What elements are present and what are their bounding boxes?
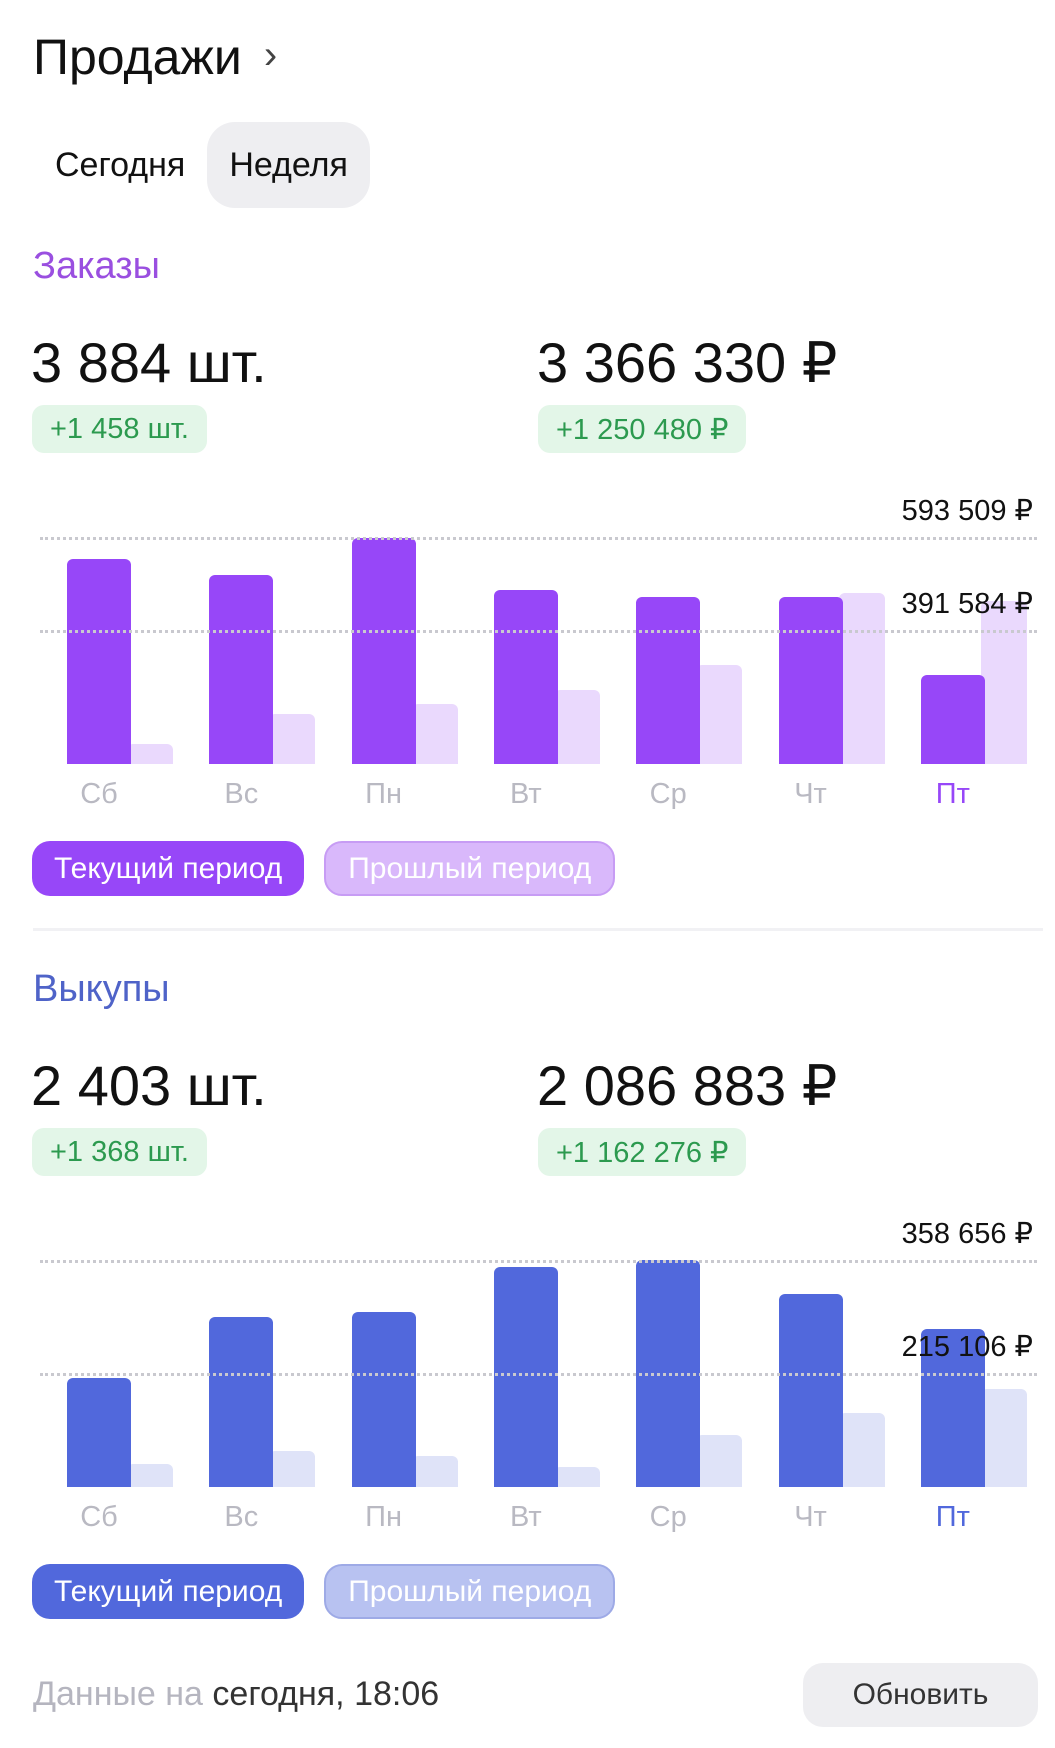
x-label: Вс — [224, 1501, 259, 1533]
gridline-label: 391 584 ₽ — [901, 588, 1033, 621]
legend-current-period[interactable]: Текущий период — [32, 1564, 305, 1619]
buyouts-sum: 2 086 883 ₽ — [537, 1054, 838, 1117]
bar-previous-0 — [127, 1464, 173, 1487]
orders-legend: Текущий период Прошлый период — [32, 841, 616, 896]
bar-previous-6 — [980, 600, 1027, 764]
orders-sum: 3 366 330 ₽ — [537, 331, 838, 394]
gridline — [40, 1260, 1037, 1263]
buyouts-quantity-delta: +1 368 шт. — [32, 1128, 207, 1176]
buyouts-sum-delta: +1 162 276 ₽ — [538, 1128, 747, 1176]
x-label: Пт — [935, 778, 970, 810]
x-label: Пн — [365, 1501, 403, 1533]
data-timestamp: Данные на сегодня, 18:06 — [33, 1675, 439, 1714]
bar-previous-4 — [696, 1435, 743, 1487]
x-label: Ср — [649, 1501, 687, 1533]
legend-previous-period[interactable]: Прошлый период — [324, 841, 616, 896]
x-label: Чт — [794, 1501, 827, 1533]
bar-previous-0 — [127, 744, 173, 764]
bar-previous-1 — [269, 1450, 316, 1487]
bar-previous-6 — [980, 1388, 1027, 1487]
sales-header[interactable]: Продажи › — [33, 28, 277, 86]
legend-current-period[interactable]: Текущий период — [32, 841, 305, 896]
bar-previous-1 — [269, 714, 316, 764]
gridline-label: 215 106 ₽ — [901, 1330, 1033, 1363]
gridline-label: 358 656 ₽ — [901, 1218, 1033, 1250]
x-label: Сб — [80, 1501, 118, 1533]
bar-current-2 — [351, 1312, 416, 1487]
bar-current-0 — [67, 1377, 131, 1487]
tab-today[interactable]: Сегодня — [55, 145, 186, 184]
bar-current-0 — [67, 559, 131, 764]
bar-current-5 — [778, 596, 843, 764]
bar-current-3 — [493, 590, 558, 764]
bar-current-5 — [778, 1293, 843, 1487]
tab-week[interactable]: Неделя — [207, 122, 370, 208]
bar-previous-5 — [838, 1413, 885, 1487]
gridline — [40, 537, 1037, 540]
x-label: Пн — [365, 778, 403, 810]
buyouts-quantity: 2 403 шт. — [31, 1054, 267, 1117]
bar-previous-5 — [838, 592, 885, 764]
buyouts-title: Выкупы — [33, 968, 170, 1010]
x-label: Чт — [794, 778, 827, 810]
legend-previous-period[interactable]: Прошлый период — [324, 1564, 616, 1619]
orders-quantity-delta: +1 458 шт. — [32, 405, 207, 453]
orders-quantity: 3 884 шт. — [31, 331, 267, 394]
bar-previous-4 — [696, 664, 743, 764]
x-label: Вт — [510, 778, 542, 810]
gridline — [40, 1372, 1037, 1376]
bar-previous-2 — [411, 703, 458, 764]
bar-current-2 — [351, 538, 416, 764]
x-label: Сб — [80, 778, 118, 810]
timestamp-prefix: Данные на — [33, 1675, 203, 1713]
bar-current-4 — [636, 596, 701, 764]
timestamp-value: сегодня, 18:06 — [212, 1675, 440, 1713]
bar-current-3 — [493, 1266, 558, 1487]
refresh-button[interactable]: Обновить — [803, 1663, 1038, 1727]
bar-previous-3 — [553, 1466, 600, 1487]
gridline-label: 593 509 ₽ — [901, 495, 1033, 527]
x-label: Ср — [649, 778, 687, 810]
gridline — [40, 630, 1037, 634]
bar-current-6 — [920, 1328, 985, 1487]
bar-previous-3 — [553, 690, 600, 764]
bar-current-1 — [209, 1317, 274, 1487]
period-tabs: Сегодня Неделя — [33, 122, 370, 208]
buyouts-chart: Сб Вс Пн Вт Ср Чт Пт 358 656 ₽ 215 106 ₽ — [0, 1218, 1055, 1538]
bar-current-6 — [920, 675, 985, 764]
orders-title: Заказы — [33, 245, 160, 287]
section-divider — [33, 928, 1043, 931]
buyouts-legend: Текущий период Прошлый период — [32, 1564, 616, 1619]
page-title: Продажи — [33, 29, 242, 85]
x-label: Вс — [224, 778, 259, 810]
bar-previous-2 — [411, 1455, 458, 1487]
x-label: Пт — [935, 1501, 970, 1533]
orders-chart: Сб Вс Пн Вт Ср Чт Пт 593 509 ₽ 391 584 ₽ — [0, 495, 1055, 815]
chevron-right-icon: › — [263, 32, 278, 77]
orders-sum-delta: +1 250 480 ₽ — [538, 405, 747, 453]
x-label: Вт — [510, 1501, 542, 1533]
bar-current-1 — [209, 574, 274, 764]
